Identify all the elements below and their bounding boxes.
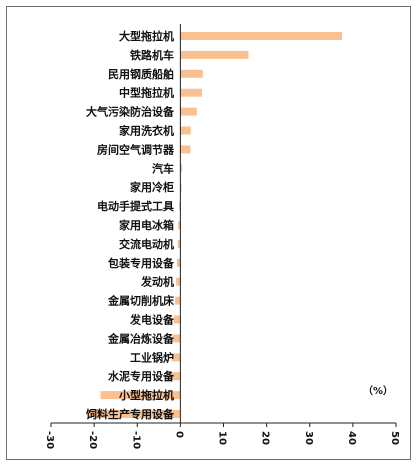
x-tick-label: 0 bbox=[173, 431, 184, 438]
category-labels-group: 大型拖拉机铁路机车民用钢质船舶中型拖拉机大气污染防治设备家用洗衣机房间空气调节器… bbox=[85, 29, 175, 421]
category-label: 汽车 bbox=[152, 161, 174, 175]
bar-17 bbox=[172, 334, 181, 343]
x-tick-label: 10 bbox=[217, 431, 228, 445]
category-label: 房间空气调节器 bbox=[97, 142, 175, 156]
x-tick-label: -20 bbox=[87, 431, 98, 449]
x-tick-label: -10 bbox=[130, 431, 141, 449]
category-label: 发动机 bbox=[140, 275, 174, 289]
bar-20 bbox=[100, 391, 181, 400]
category-label: 大型拖拉机 bbox=[119, 29, 174, 43]
category-label: 中型拖拉机 bbox=[119, 86, 174, 100]
bar-5 bbox=[180, 107, 197, 116]
x-ticks-group: -30 -20 -10 0 10 20 30 40 50 bbox=[44, 423, 400, 449]
bar-13 bbox=[176, 258, 181, 267]
bar-16 bbox=[173, 315, 181, 324]
category-label: 小型拖拉机 bbox=[118, 388, 174, 402]
bar-14 bbox=[176, 277, 181, 286]
category-label: 交流电动机 bbox=[119, 237, 174, 251]
x-tick-label: -30 bbox=[44, 431, 55, 449]
x-tick-label: 40 bbox=[346, 431, 357, 445]
bar-4 bbox=[180, 88, 202, 97]
bar-2 bbox=[180, 50, 249, 59]
category-label: 大气污染防治设备 bbox=[86, 105, 175, 119]
category-label: 金属切削机床 bbox=[107, 294, 175, 308]
category-label: 包装专用设备 bbox=[107, 256, 175, 270]
category-label: 金属冶炼设备 bbox=[107, 331, 175, 345]
bar-12 bbox=[177, 239, 181, 248]
bar-6 bbox=[180, 126, 191, 135]
category-label: 家用电冰箱 bbox=[119, 218, 174, 232]
bar-7 bbox=[180, 145, 191, 154]
bar-19 bbox=[167, 372, 181, 381]
bar-18 bbox=[171, 353, 181, 362]
category-label: 工业锅炉 bbox=[130, 350, 174, 364]
bars-group bbox=[87, 32, 343, 418]
category-label: 铁路机车 bbox=[130, 48, 174, 62]
bar-21 bbox=[87, 410, 181, 418]
category-label: 发电设备 bbox=[129, 313, 175, 327]
x-tick-label: 20 bbox=[260, 431, 271, 445]
unit-label: （%） bbox=[363, 384, 393, 397]
x-tick-label: 30 bbox=[303, 431, 314, 445]
chart-frame bbox=[6, 6, 411, 460]
bar-9 bbox=[180, 183, 182, 192]
category-label: 电动手提式工具 bbox=[97, 199, 174, 213]
bar-15 bbox=[175, 296, 181, 305]
category-label: 家用洗衣机 bbox=[119, 124, 174, 138]
bar-3 bbox=[180, 69, 203, 78]
x-tick-label: 50 bbox=[389, 431, 400, 445]
bar-1 bbox=[180, 32, 343, 40]
bar-8 bbox=[180, 164, 183, 173]
category-label: 水泥专用设备 bbox=[108, 369, 175, 383]
category-label: 民用钢质船舶 bbox=[108, 67, 174, 81]
bar-11 bbox=[178, 221, 181, 229]
bar-10 bbox=[179, 202, 181, 211]
category-label: 家用冷柜 bbox=[130, 180, 174, 194]
category-label: 饲料生产专用设备 bbox=[85, 407, 175, 421]
